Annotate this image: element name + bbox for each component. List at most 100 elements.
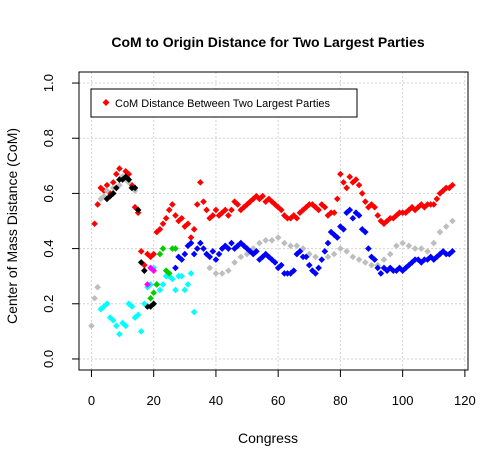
data-point (162, 214, 170, 222)
data-point (212, 256, 220, 263)
data-point (446, 250, 453, 258)
data-point (116, 181, 123, 189)
data-point (237, 206, 245, 214)
data-points (88, 165, 456, 338)
data-point (430, 256, 438, 263)
data-point (277, 261, 285, 269)
data-point (318, 201, 326, 208)
data-point (424, 248, 431, 255)
data-point (134, 206, 142, 214)
data-point (156, 286, 164, 294)
data-point (312, 270, 319, 277)
data-point (221, 242, 229, 250)
data-point (293, 250, 301, 258)
data-point (424, 256, 431, 263)
data-point (287, 242, 294, 250)
data-point (106, 192, 114, 200)
data-point (399, 239, 406, 247)
data-point (209, 212, 217, 219)
data-point (231, 259, 238, 266)
data-point (343, 184, 350, 192)
data-point (134, 311, 142, 319)
data-point (150, 250, 157, 258)
data-point (358, 225, 366, 233)
data-point (147, 253, 154, 261)
data-point (355, 256, 363, 263)
data-point (374, 264, 382, 272)
data-point (390, 214, 397, 222)
data-point (169, 275, 176, 283)
y-tick-label: 0.4 (41, 240, 56, 258)
data-point (365, 203, 372, 211)
data-point (355, 212, 363, 219)
data-point (315, 206, 322, 214)
data-point (418, 201, 425, 208)
data-point (368, 253, 375, 261)
data-point (371, 203, 378, 211)
data-point (358, 190, 366, 197)
data-point (302, 253, 310, 261)
y-axis: 0.0 0.2 0.4 0.6 0.8 1.0 (41, 74, 79, 368)
data-point (159, 245, 167, 252)
data-point (212, 206, 220, 214)
data-point (333, 195, 341, 203)
data-point (293, 242, 301, 250)
data-point (122, 173, 129, 181)
data-point (181, 286, 189, 294)
data-point (116, 165, 123, 172)
x-tick-label: 60 (271, 393, 285, 408)
data-point (340, 225, 347, 233)
data-point (287, 214, 294, 222)
data-point (237, 253, 245, 261)
data-point (91, 220, 98, 228)
data-point (215, 212, 223, 219)
data-point (386, 250, 394, 258)
data-point (449, 217, 456, 225)
data-point (318, 256, 326, 263)
data-point (259, 192, 266, 200)
data-point (172, 286, 179, 294)
data-point (430, 239, 438, 247)
data-point (184, 242, 192, 250)
data-point (312, 253, 319, 261)
data-point (449, 181, 456, 189)
data-point (321, 203, 329, 211)
data-point (436, 228, 444, 236)
x-tick-label: 20 (146, 393, 160, 408)
data-point (249, 250, 257, 258)
data-point (449, 248, 456, 255)
data-point (144, 281, 151, 288)
data-point (405, 242, 413, 250)
data-point (156, 225, 164, 233)
data-point (324, 212, 332, 219)
data-point (225, 212, 232, 219)
data-point (141, 261, 148, 269)
data-point (225, 245, 232, 252)
data-point (405, 206, 413, 214)
data-point (165, 206, 173, 214)
data-point (371, 256, 378, 263)
data-point (131, 184, 139, 192)
data-point (430, 201, 438, 208)
data-point (184, 220, 192, 228)
data-point (281, 212, 288, 219)
data-point (268, 237, 276, 244)
data-point (393, 242, 400, 250)
data-point (137, 328, 145, 335)
y-tick-label: 1.0 (41, 74, 56, 92)
data-point (100, 303, 108, 310)
data-point (411, 245, 419, 252)
data-point (433, 195, 441, 203)
data-point (333, 234, 341, 241)
data-point (147, 294, 154, 302)
data-point (159, 220, 167, 228)
data-point (106, 314, 114, 321)
data-point (206, 264, 214, 272)
data-point (256, 239, 263, 247)
data-point (312, 203, 319, 211)
data-point (340, 179, 347, 186)
data-point (309, 201, 316, 208)
data-point (172, 264, 179, 272)
y-tick-label: 0.6 (41, 184, 56, 202)
data-point (362, 198, 369, 205)
